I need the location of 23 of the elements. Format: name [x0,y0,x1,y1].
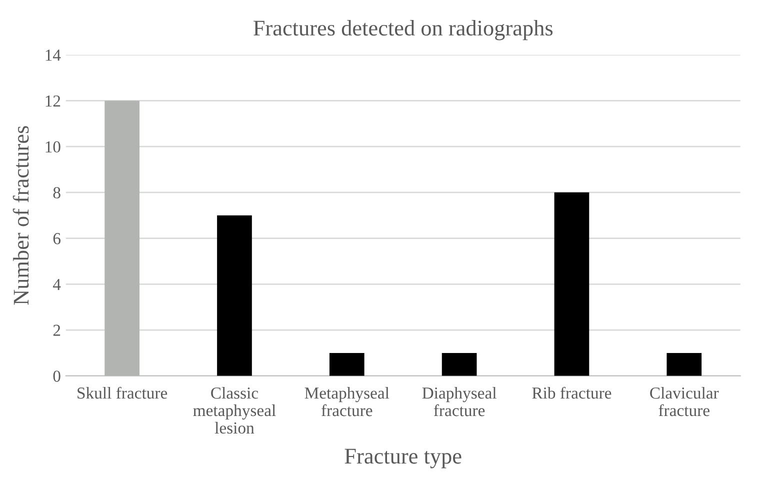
y-tick-label: 14 [46,50,61,61]
y-axis-title: Number of fractures [12,126,29,305]
y-tick-label: 0 [53,370,60,382]
x-tick-label: Metaphyseal fracture [304,386,390,416]
y-tick-label: 4 [52,278,61,290]
x-tick-label: Classic metaphyseal lesion [193,386,276,434]
x-tick-label: Clavicular fracture [650,386,719,416]
x-tick-label: Rib fracture [532,386,612,399]
x-tick-label: Diaphyseal fracture [422,386,496,416]
chart-title: Fractures detected on radiographs [253,20,553,40]
bar [104,100,140,376]
bar [442,352,477,376]
y-tick-label: 2 [53,324,60,336]
y-tick-label: 6 [53,233,60,244]
bar [666,352,702,376]
bar [329,352,364,376]
y-tick-label: 8 [53,187,60,198]
bar [217,215,252,376]
y-tick-label: 12 [46,95,60,106]
x-axis-title: Fracture type [344,448,462,468]
x-tick-label: Skull fracture [78,386,168,399]
y-tick-label: 10 [46,141,60,153]
bar [554,192,590,376]
